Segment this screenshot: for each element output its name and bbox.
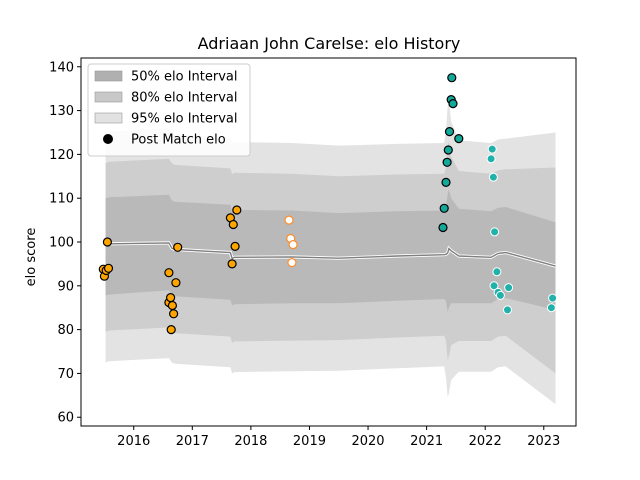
match-elo-point [548, 293, 558, 303]
match-elo-point [230, 241, 240, 251]
interval-band-50 [105, 189, 556, 313]
match-elo-point [441, 177, 451, 187]
match-elo-point [488, 172, 498, 182]
y-tick-label: 110 [49, 192, 74, 207]
x-tick-label: 2019 [293, 434, 326, 449]
y-tick-label: 70 [57, 367, 74, 382]
x-tick-label: 2017 [176, 434, 209, 449]
match-elo-point [492, 267, 502, 277]
match-elo-point [284, 215, 294, 225]
legend-box [87, 63, 251, 157]
match-elo-point [546, 303, 556, 313]
match-elo-point [287, 258, 297, 268]
x-tick-label: 2016 [117, 434, 150, 449]
y-tick-label: 120 [49, 148, 74, 163]
match-elo-point [487, 144, 497, 154]
match-elo-point [490, 227, 500, 237]
match-elo-point [166, 325, 176, 335]
match-elo-point [439, 203, 449, 213]
match-elo-point [489, 281, 499, 291]
match-elo-point [447, 73, 457, 83]
match-elo-point [444, 127, 455, 137]
legend-swatch-95-elo-interval [94, 112, 123, 124]
match-elo-point [454, 134, 464, 144]
legend-swatch-50-elo-interval [94, 70, 123, 82]
y-tick-label: 100 [49, 236, 74, 251]
match-elo-point [486, 154, 496, 164]
match-elo-point [169, 309, 179, 319]
legend-swatch-post-match-elo [103, 134, 113, 144]
match-elo-point [173, 242, 183, 252]
y-tick-label: 140 [49, 60, 74, 75]
match-elo-point [504, 283, 514, 293]
match-elo-point [103, 263, 114, 273]
match-elo-point [448, 98, 458, 109]
chart-title: Adriaan John Carelse: elo History [198, 34, 461, 53]
match-elo-point [164, 268, 174, 278]
match-elo-point [503, 305, 512, 315]
legend-label-80-elo-interval: 80% elo Interval [131, 91, 238, 106]
legend-label-95-elo-interval: 95% elo Interval [131, 112, 238, 127]
x-tick-label: 2023 [527, 434, 560, 449]
x-tick-label: 2018 [234, 434, 267, 449]
legend-swatch-80-elo-interval [94, 91, 123, 103]
x-tick-label: 2020 [351, 434, 384, 449]
y-tick-label: 80 [57, 323, 74, 338]
y-tick-label: 90 [57, 279, 74, 294]
match-elo-point [166, 293, 176, 303]
match-elo-point [227, 259, 237, 269]
match-elo-point [228, 219, 238, 230]
match-elo-point [443, 145, 453, 155]
x-tick-label: 2021 [410, 434, 443, 449]
y-tick-label: 130 [49, 104, 74, 119]
match-elo-point [167, 300, 177, 311]
match-elo-point [171, 278, 181, 288]
match-elo-point [288, 240, 298, 250]
match-elo-point [232, 205, 242, 215]
legend-label-50-elo-interval: 50% elo Interval [131, 70, 238, 85]
legend-label-post-match-elo: Post Match elo [131, 133, 226, 148]
match-elo-point [442, 157, 452, 167]
plot-area: 2016 2017 2018 2019 2020 2021 2022 2023 60 70 80 90… [49, 57, 577, 449]
y-axis-label: elo score [24, 228, 39, 287]
match-elo-point [438, 222, 448, 233]
plot-content [98, 73, 558, 405]
match-elo-point [495, 290, 505, 300]
x-tick-label: 2022 [469, 434, 502, 449]
mean-elo-line [105, 242, 556, 267]
y-tick-label: 60 [57, 411, 74, 426]
legend: 50% elo Interval 80% elo Interval 95% elo … [87, 63, 251, 157]
match-elo-point [102, 237, 113, 247]
